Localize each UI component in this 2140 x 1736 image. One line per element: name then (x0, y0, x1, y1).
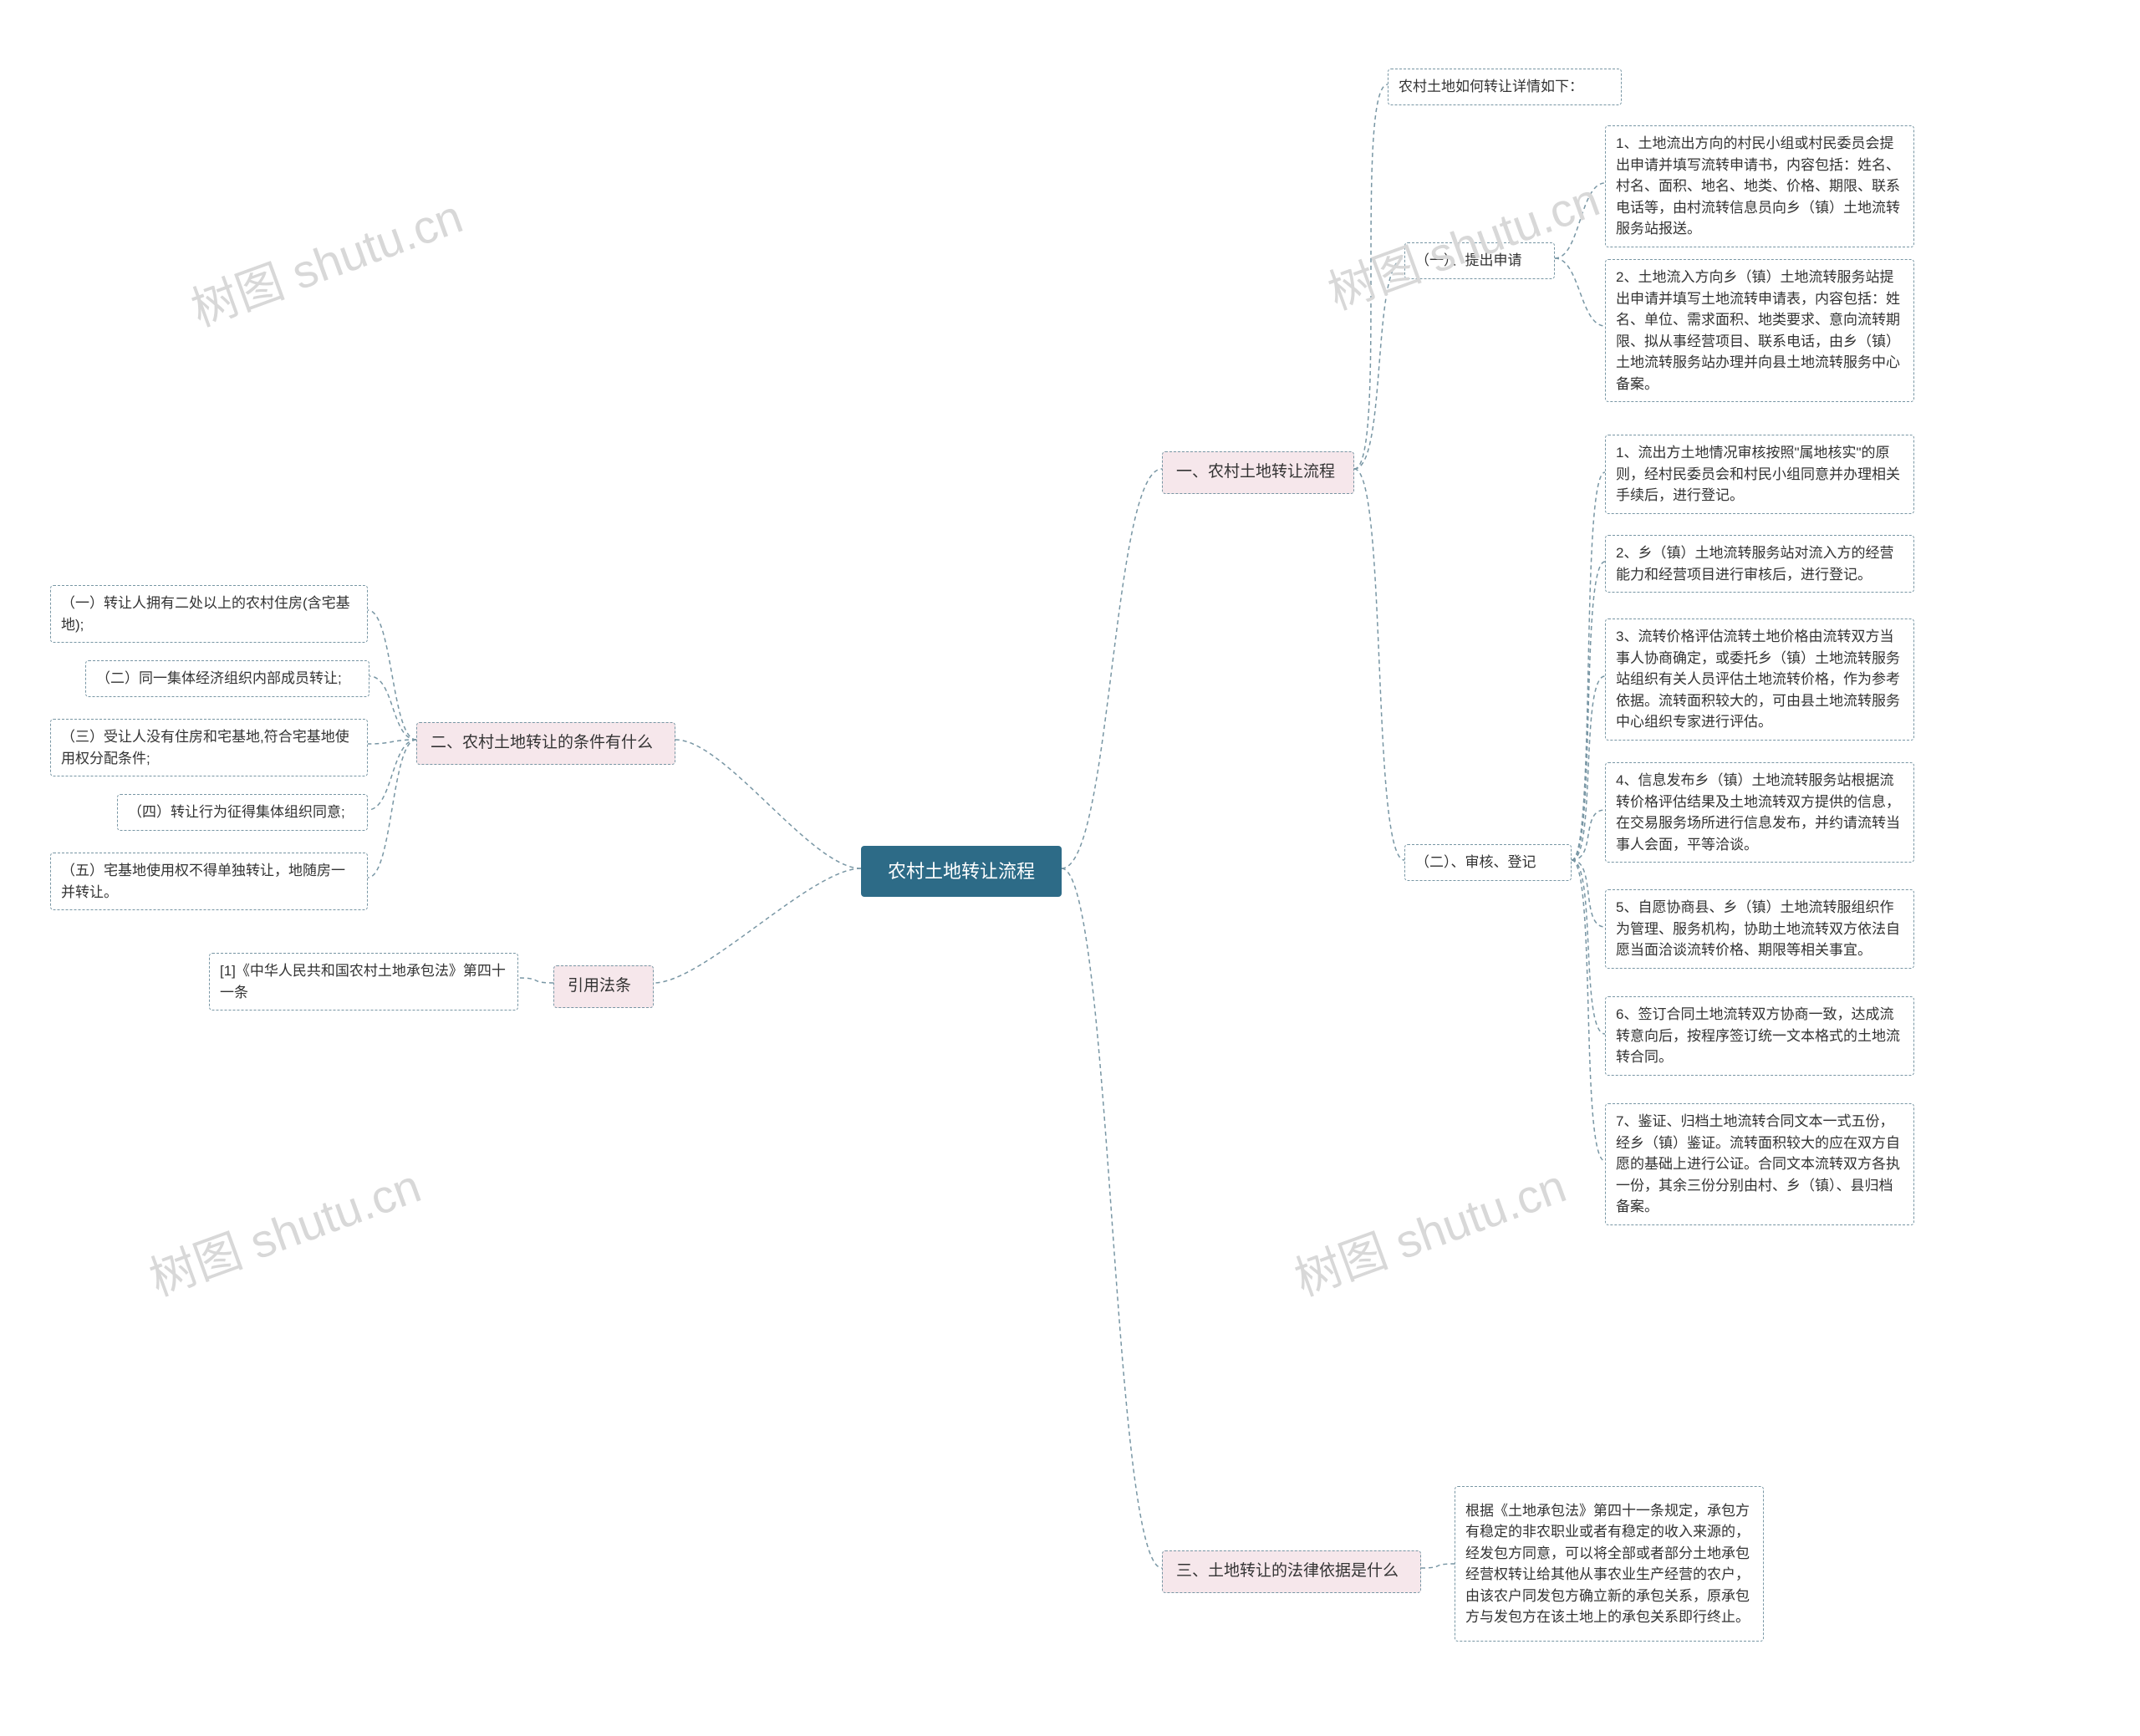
connector (1354, 469, 1404, 860)
connector (675, 740, 861, 868)
sub-s1_intro: 农村土地如何转让详情如下： (1388, 69, 1622, 105)
connector (1555, 183, 1605, 258)
connector (1572, 472, 1605, 860)
leaf-l2_5: （五）宅基地使用权不得单独转让，地随房一并转让。 (50, 853, 368, 910)
connector (368, 610, 416, 740)
connector (1572, 860, 1605, 927)
leaf-l1_2_4: 4、信息发布乡（镇）土地流转服务站根据流转价格评估结果及土地流转双方提供的信息，… (1605, 762, 1914, 863)
connector (1421, 1564, 1455, 1568)
connector (1555, 258, 1605, 326)
leaf-l1_2_5: 5、自愿协商县、乡（镇）土地流转服组织作为管理、服务机构，协助土地流转双方依法自… (1605, 889, 1914, 969)
branch-b2: 二、农村土地转让的条件有什么 (416, 722, 675, 765)
leaf-l1_1_2: 2、土地流入方向乡（镇）土地流转服务站提出申请并填写土地流转申请表，内容包括：姓… (1605, 259, 1914, 402)
connector (1572, 860, 1605, 1034)
connector (1354, 84, 1388, 469)
connector (1062, 469, 1162, 868)
connector (1572, 676, 1605, 860)
leaf-l1_1_1: 1、土地流出方向的村民小组或村民委员会提出申请并填写流转申请书，内容包括：姓名、… (1605, 125, 1914, 247)
leaf-l2_1: （一）转让人拥有二处以上的农村住房(含宅基地); (50, 585, 368, 643)
leaf-l2_3: （三）受让人没有住房和宅基地,符合宅基地使用权分配条件; (50, 719, 368, 776)
connector (654, 868, 861, 983)
connector (1572, 810, 1605, 860)
connector (1062, 868, 1162, 1568)
branch-b1: 一、农村土地转让流程 (1162, 451, 1354, 494)
leaf-l1_2_3: 3、流转价格评估流转土地价格由流转双方当事人协商确定，或委托乡（镇）土地流转服务… (1605, 619, 1914, 741)
watermark: 树图 shutu.cn (181, 179, 471, 339)
leaf-l1_2_6: 6、签订合同土地流转双方协商一致，达成流转意向后，按程序签订统一文本格式的土地流… (1605, 996, 1914, 1076)
watermark: 树图 shutu.cn (139, 1148, 429, 1309)
connector (368, 740, 416, 744)
sub-s1_2: （二）、审核、登记 (1404, 844, 1572, 881)
connector (368, 740, 416, 878)
connector (1572, 860, 1605, 1161)
leaf-l2_2: （二）同一集体经济组织内部成员转让; (85, 660, 369, 697)
branch-b4: 引用法条 (553, 965, 654, 1008)
connector (368, 740, 416, 810)
leaf-l1_2_1: 1、流出方土地情况审核按照"属地核实"的原则，经村民委员会和村民小组同意并办理相… (1605, 435, 1914, 514)
branch-b3: 三、土地转让的法律依据是什么 (1162, 1550, 1421, 1593)
watermark: 树图 shutu.cn (1284, 1148, 1574, 1309)
root-node: 农村土地转让流程 (861, 846, 1062, 897)
connector (518, 978, 553, 983)
leaf-l2_4: （四）转让行为征得集体组织同意; (117, 794, 368, 831)
connector (1572, 562, 1605, 860)
leaf-l3_1: 根据《土地承包法》第四十一条规定，承包方有稳定的非农职业或者有稳定的收入来源的，… (1455, 1486, 1764, 1642)
leaf-l1_2_2: 2、乡（镇）土地流转服务站对流入方的经营能力和经营项目进行审核后，进行登记。 (1605, 535, 1914, 593)
sub-s1_1: （一）、提出申请 (1404, 242, 1555, 279)
connector (1354, 258, 1404, 469)
leaf-l4_1: [1]《中华人民共和国农村土地承包法》第四十一条 (209, 953, 518, 1011)
connector (369, 676, 416, 740)
leaf-l1_2_7: 7、鉴证、归档土地流转合同文本一式五份，经乡（镇）鉴证。流转面积较大的应在双方自… (1605, 1103, 1914, 1225)
